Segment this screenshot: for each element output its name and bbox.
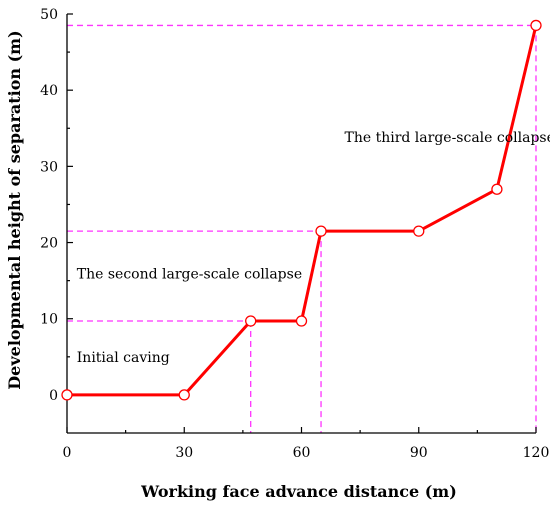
series-line-0 — [67, 25, 538, 397]
annotation-0: Initial caving — [77, 350, 170, 366]
x-tick-label-0: 0 — [63, 445, 72, 461]
data-point-0-5 — [413, 225, 425, 237]
y-axis-title: Developmental height of separation (m) — [5, 30, 24, 389]
x-tick-label-30: 30 — [175, 445, 193, 461]
y-tick-label-10: 10 — [40, 312, 58, 328]
x-tick-label-90: 90 — [410, 445, 428, 461]
annotations-layer: Initial caving The second large-scale col… — [77, 130, 550, 366]
x-axis-title: Working face advance distance (m) — [140, 482, 457, 501]
data-point-0-1 — [178, 389, 190, 401]
guides-layer — [67, 24, 537, 433]
y-tick-label-0: 0 — [49, 388, 58, 404]
annotation-1: The second large-scale collapse — [77, 266, 302, 282]
y-tick-label-30: 30 — [40, 159, 58, 175]
data-point-0-2 — [245, 315, 257, 327]
x-tick-label-60: 60 — [293, 445, 311, 461]
y-tick-label-40: 40 — [40, 83, 58, 99]
axes-layer: 0 30 60 90 120 0 10 20 30 40 50 — [40, 7, 549, 461]
y-tick-label-50: 50 — [40, 7, 58, 23]
data-point-0-7 — [530, 19, 542, 32]
annotation-2: The third large-scale collapse — [344, 130, 550, 146]
data-point-0-0 — [61, 389, 73, 401]
series-layer — [61, 19, 542, 401]
data-point-0-4 — [315, 225, 327, 237]
data-point-0-3 — [295, 315, 308, 327]
x-tick-label-120: 120 — [523, 445, 550, 461]
data-point-0-6 — [491, 183, 503, 195]
y-tick-label-20: 20 — [40, 236, 58, 252]
